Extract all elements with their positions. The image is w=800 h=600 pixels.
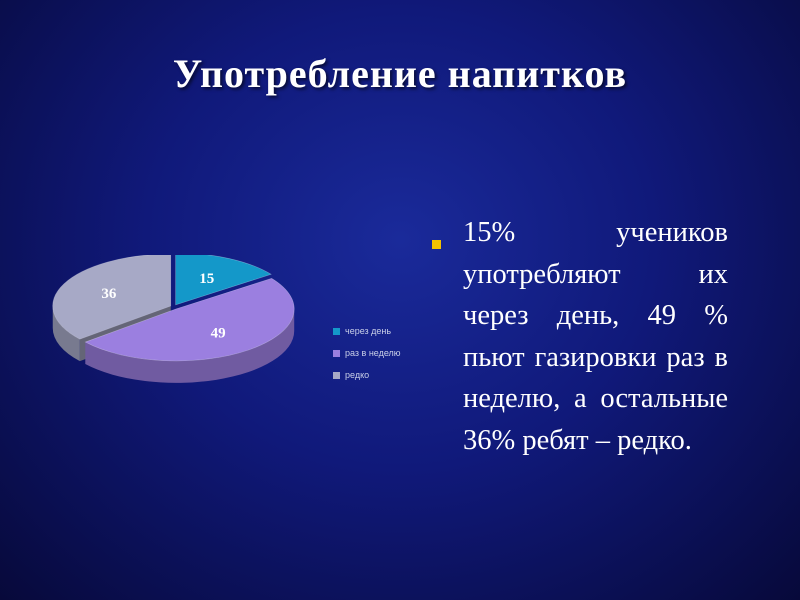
pie-data-label-0: 15 xyxy=(199,271,214,287)
pie-data-label-1: 49 xyxy=(211,326,226,342)
pie-data-label-2: 36 xyxy=(101,286,117,302)
legend-swatch-2 xyxy=(333,371,340,379)
legend-item-2: редко xyxy=(333,364,401,386)
legend-label-1: раз в неделю xyxy=(345,348,401,358)
pie-chart-svg: 15 49 36 xyxy=(52,255,295,383)
legend-label-0: через день xyxy=(345,326,392,336)
legend-swatch-1 xyxy=(333,349,340,357)
slide-title: Употребление напитков xyxy=(172,51,628,96)
legend-item-0: через день xyxy=(333,320,401,342)
bullet-text: 15% учеников употребляют их через день, … xyxy=(463,217,728,456)
legend-label-2: редко xyxy=(345,370,370,380)
pie-slice-side-1 xyxy=(85,308,295,383)
pie-chart: 15 49 36 xyxy=(40,255,430,425)
pie-slice-1 xyxy=(84,278,295,362)
pie-slice-2 xyxy=(52,255,172,340)
pie-slice-0 xyxy=(175,255,272,306)
legend-item-1: раз в неделю xyxy=(333,342,401,364)
bullet-square-icon xyxy=(432,240,441,249)
legend-swatch-0 xyxy=(333,327,340,335)
pie-slice-side-2 xyxy=(52,305,80,362)
chart-legend: через день раз в неделю редко xyxy=(333,320,401,386)
